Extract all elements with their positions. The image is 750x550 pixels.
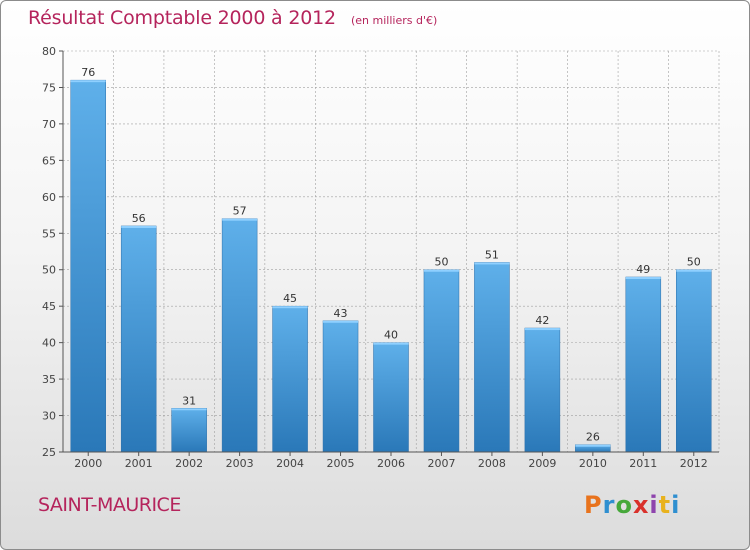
data-label: 49 <box>636 263 650 276</box>
logo-letter: x <box>632 491 650 519</box>
y-tick-label: 45 <box>42 300 56 313</box>
bar-highlight <box>524 328 560 331</box>
logo-letter: t <box>658 491 672 519</box>
y-tick-label: 50 <box>42 264 56 277</box>
data-label: 42 <box>535 314 549 327</box>
bar-2000[interactable] <box>70 79 106 453</box>
bar-2011[interactable] <box>625 276 662 453</box>
data-label: 50 <box>687 256 701 269</box>
x-tick-label: 2002 <box>175 457 203 470</box>
logo-letter: r <box>602 491 616 519</box>
y-tick-label: 40 <box>42 337 56 350</box>
x-tick-label: 2001 <box>125 457 153 470</box>
bar-highlight <box>423 269 459 272</box>
x-tick-label: 2011 <box>629 457 657 470</box>
bar-2007[interactable] <box>423 269 460 453</box>
axis-layer: 25 30 35 40 45 50 55 60 65 70 75 80 2000 2001 2002 2003… <box>42 45 719 470</box>
title-row: Résultat Comptable 2000 à 2012 (en milli… <box>28 7 437 29</box>
data-label: 50 <box>434 256 448 269</box>
data-label: 56 <box>132 212 146 225</box>
bar-2002[interactable] <box>171 408 207 453</box>
x-tick-label: 2007 <box>427 457 455 470</box>
data-label: 26 <box>586 431 600 444</box>
y-tick-label: 75 <box>42 81 56 94</box>
y-tick-label: 60 <box>42 191 56 204</box>
proxiti-logo[interactable]: Proxiti <box>584 491 680 519</box>
bar-highlight <box>222 218 258 221</box>
bar-2009[interactable] <box>524 327 561 453</box>
x-tick-label: 2012 <box>680 457 708 470</box>
bar-highlight <box>625 277 661 280</box>
data-label: 43 <box>334 307 348 320</box>
logo-letter: P <box>584 491 603 519</box>
x-tick-label: 2000 <box>74 457 102 470</box>
x-tick-label: 2003 <box>226 457 254 470</box>
data-label: 76 <box>81 66 95 79</box>
y-tick-label: 65 <box>42 154 56 167</box>
data-label: 51 <box>485 248 499 261</box>
bar-2004[interactable] <box>272 305 308 453</box>
x-tick-label: 2004 <box>276 457 304 470</box>
chart-subtitle: (en milliers d'€) <box>350 14 438 27</box>
bar-2006[interactable] <box>373 342 409 453</box>
y-tick-label: 55 <box>42 227 56 240</box>
place-name: SAINT-MAURICE <box>38 494 181 516</box>
bar-2005[interactable] <box>322 320 359 453</box>
data-label: 31 <box>182 394 196 407</box>
logo-letter: i <box>671 491 681 519</box>
chart-title: Résultat Comptable 2000 à 2012 <box>28 7 336 29</box>
y-tick-label: 30 <box>42 410 56 423</box>
bar-2012[interactable] <box>676 269 712 453</box>
bar-2008[interactable] <box>474 262 510 453</box>
y-tick-label: 70 <box>42 118 56 131</box>
data-label: 40 <box>384 329 398 342</box>
x-tick-label: 2010 <box>579 457 607 470</box>
x-tick-label: 2006 <box>377 457 405 470</box>
bar-highlight <box>575 444 611 447</box>
y-tick-label: 35 <box>42 373 56 386</box>
bar-highlight <box>474 262 510 265</box>
bar-highlight <box>323 320 359 323</box>
x-tick-label: 2009 <box>528 457 556 470</box>
data-label: 57 <box>233 205 247 218</box>
y-tick-label: 25 <box>42 446 56 459</box>
bar-highlight <box>171 408 207 411</box>
bar-highlight <box>272 306 308 309</box>
bar-highlight <box>373 342 409 345</box>
bar-highlight <box>70 80 106 83</box>
logo-letter: o <box>615 491 633 519</box>
bar-highlight <box>676 269 712 272</box>
bar-2001[interactable] <box>120 225 157 453</box>
x-tick-label: 2005 <box>327 457 355 470</box>
bar-layer: 76 56 31 57 45 43 40 50 51 42 26 49 50 <box>70 66 712 453</box>
y-tick-label: 80 <box>42 45 56 58</box>
logo-letter: i <box>649 491 659 519</box>
x-tick-label: 2008 <box>478 457 506 470</box>
bar-2003[interactable] <box>221 218 258 453</box>
data-label: 45 <box>283 292 297 305</box>
bar-highlight <box>121 225 157 228</box>
